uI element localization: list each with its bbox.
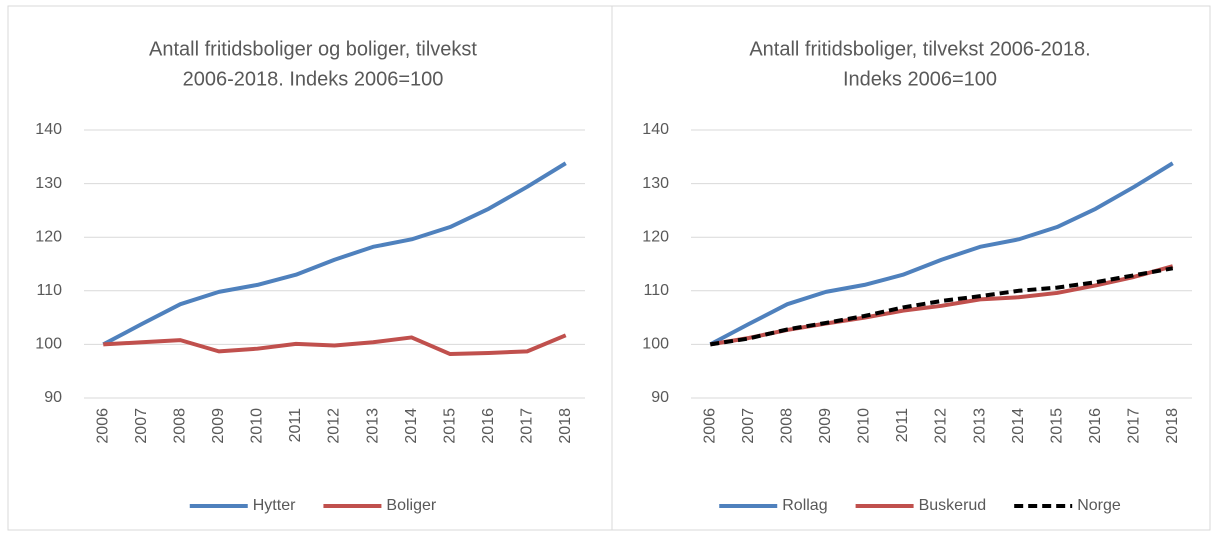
chart-title: 2006-2018. Indeks 2006=100	[183, 68, 444, 90]
x-tick-label: 2014	[1010, 408, 1027, 444]
x-tick-label: 2013	[364, 408, 381, 444]
x-tick-label: 2012	[933, 408, 950, 444]
y-tick-label: 90	[44, 389, 62, 406]
y-tick-label: 110	[643, 282, 669, 299]
y-tick-label: 130	[642, 175, 669, 192]
series-line	[709, 161, 1174, 347]
x-tick-label: 2012	[326, 408, 343, 444]
series-line	[709, 266, 1174, 347]
series-line	[103, 333, 567, 357]
chart-title: Antall fritidsboliger, tilvekst 2006-201…	[749, 38, 1090, 60]
x-tick-label: 2010	[249, 408, 266, 444]
x-tick-label: 2009	[210, 408, 227, 444]
legend-label: Boliger	[386, 497, 436, 514]
y-tick-label: 110	[36, 282, 62, 299]
y-tick-label: 100	[35, 336, 62, 353]
legend-label: Hytter	[253, 497, 296, 514]
y-tick-label: 100	[642, 336, 669, 353]
x-tick-label: 2008	[172, 408, 189, 444]
x-tick-label: 2008	[779, 408, 796, 444]
x-tick-label: 2016	[1087, 408, 1104, 444]
y-tick-label: 90	[651, 389, 669, 406]
legend-label: Norge	[1077, 497, 1121, 514]
y-tick-label: 130	[35, 175, 62, 192]
x-tick-label: 2018	[557, 408, 574, 444]
x-tick-label: 2016	[480, 408, 497, 444]
panel-border	[7, 5, 1211, 531]
x-tick-label: 2010	[856, 408, 873, 444]
y-tick-label: 120	[642, 228, 669, 245]
y-tick-label: 140	[642, 121, 669, 138]
x-tick-label: 2011	[894, 408, 911, 443]
x-tick-label: 2006	[701, 408, 718, 444]
legend-label: Rollag	[782, 497, 827, 514]
x-tick-label: 2007	[133, 408, 150, 444]
series-line	[102, 161, 567, 347]
x-tick-label: 2015	[1048, 408, 1065, 444]
x-tick-label: 2017	[518, 408, 535, 444]
legend-label: Buskerud	[919, 497, 987, 514]
x-tick-label: 2007	[740, 408, 757, 444]
x-tick-label: 2017	[1125, 408, 1142, 444]
x-tick-label: 2009	[817, 408, 834, 444]
chart-title: Antall fritidsboliger og boliger, tilvek…	[149, 38, 477, 60]
x-tick-label: 2018	[1164, 408, 1181, 444]
x-tick-label: 2013	[971, 408, 988, 444]
x-tick-label: 2014	[403, 408, 420, 444]
x-tick-label: 2006	[94, 408, 111, 444]
x-tick-label: 2011	[287, 408, 304, 443]
chart-title: Indeks 2006=100	[843, 68, 997, 90]
y-tick-label: 140	[35, 121, 62, 138]
x-tick-label: 2015	[441, 408, 458, 444]
y-tick-label: 120	[35, 228, 62, 245]
